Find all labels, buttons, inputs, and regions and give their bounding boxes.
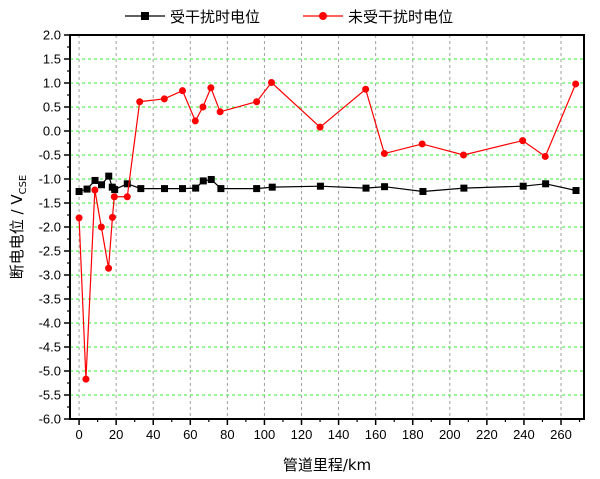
legend: 受干扰时电位 未受干扰时电位 xyxy=(125,8,453,26)
data-point xyxy=(217,185,225,193)
data-point xyxy=(541,152,549,160)
x-tick-label: 20 xyxy=(109,427,123,442)
data-point xyxy=(460,184,468,192)
data-point xyxy=(91,176,99,184)
legend-label-1: 未受干扰时电位 xyxy=(348,8,453,26)
y-axis-label: 断电电位 / VCSE xyxy=(8,175,29,280)
series-layer xyxy=(75,79,580,383)
data-point xyxy=(268,183,276,191)
data-point xyxy=(179,87,187,95)
y-tick-label: 0.5 xyxy=(43,100,61,115)
data-point xyxy=(216,108,224,116)
x-tick-label: 0 xyxy=(75,427,82,442)
x-tick-label: 40 xyxy=(146,427,160,442)
y-tick-label: -1.5 xyxy=(39,196,61,211)
y-tick-label: 2.0 xyxy=(43,28,61,43)
axes: 0 20 40 60 80 100 120 140 160 180 200 220 240 260 2.0 1… xyxy=(39,28,581,442)
x-tick-label: 60 xyxy=(183,427,197,442)
y-tick-label: -6.0 xyxy=(39,412,61,427)
data-point xyxy=(136,98,144,106)
y-tick-label: -4.0 xyxy=(39,316,61,331)
x-axis-label: 管道里程/km xyxy=(283,456,371,474)
legend-label-0: 受干扰时电位 xyxy=(170,8,260,26)
x-tick-label: 240 xyxy=(513,427,535,442)
data-point xyxy=(105,172,113,180)
x-tick-label: 200 xyxy=(439,427,461,442)
data-point xyxy=(253,98,261,106)
data-point xyxy=(83,185,91,193)
plot-frame xyxy=(69,34,585,420)
y-tick-label: 1.5 xyxy=(43,52,61,67)
series-line-0 xyxy=(78,174,577,193)
data-point xyxy=(105,264,113,272)
data-point xyxy=(199,177,207,185)
data-point xyxy=(362,184,370,192)
data-point xyxy=(98,181,106,189)
data-point xyxy=(419,187,427,195)
data-point xyxy=(362,85,370,93)
data-point xyxy=(75,214,83,222)
x-tick-label: 100 xyxy=(254,427,276,442)
y-tick-label: -3.5 xyxy=(39,292,61,307)
y-tick-label: -1.0 xyxy=(39,172,61,187)
x-tick-label: 180 xyxy=(402,427,424,442)
data-point xyxy=(253,185,261,193)
y-tick-label: -4.5 xyxy=(39,340,61,355)
data-point xyxy=(110,193,118,201)
y-tick-label: -2.0 xyxy=(39,220,61,235)
legend-marker-1 xyxy=(319,12,327,20)
data-point xyxy=(161,185,169,193)
y-tick-label: -3.0 xyxy=(39,268,61,283)
data-point xyxy=(460,151,468,159)
data-point xyxy=(207,84,215,92)
data-point xyxy=(75,187,83,195)
data-point xyxy=(519,137,527,145)
data-point xyxy=(380,150,388,158)
y-tick-label: 1.0 xyxy=(43,76,61,91)
data-point xyxy=(267,79,275,87)
data-point xyxy=(192,184,200,192)
data-point xyxy=(316,182,324,190)
data-point xyxy=(207,175,215,183)
data-point xyxy=(82,375,90,383)
data-point xyxy=(108,213,116,221)
x-tick-label: 140 xyxy=(328,427,350,442)
y-axis-label-main: 断电电位 / V xyxy=(8,194,26,280)
data-point xyxy=(137,185,145,193)
y-tick-label: -5.5 xyxy=(39,388,61,403)
data-point xyxy=(179,185,187,193)
y-tick-label: -2.5 xyxy=(39,244,61,259)
y-tick-label: 0.0 xyxy=(43,124,61,139)
x-tick-label: 160 xyxy=(365,427,387,442)
legend-marker-0 xyxy=(141,12,149,20)
data-point xyxy=(91,186,99,194)
y-tick-label: -5.0 xyxy=(39,364,61,379)
data-point xyxy=(191,117,199,125)
data-point xyxy=(519,182,527,190)
x-tick-label: 80 xyxy=(220,427,234,442)
data-point xyxy=(316,123,324,131)
data-point xyxy=(572,80,580,88)
data-point xyxy=(542,180,550,188)
y-tick-label: -0.5 xyxy=(39,148,61,163)
x-tick-label: 220 xyxy=(476,427,498,442)
data-point xyxy=(97,223,105,231)
y-axis-label-sub: CSE xyxy=(18,175,29,195)
data-point xyxy=(160,95,168,103)
data-point xyxy=(199,103,207,111)
x-tick-label: 260 xyxy=(550,427,572,442)
data-point xyxy=(572,187,580,195)
x-tick-label: 120 xyxy=(291,427,313,442)
data-point xyxy=(381,183,389,191)
data-point xyxy=(123,193,131,201)
data-point xyxy=(111,186,119,194)
data-point xyxy=(123,180,131,188)
data-point xyxy=(418,140,426,148)
grid xyxy=(70,35,584,419)
